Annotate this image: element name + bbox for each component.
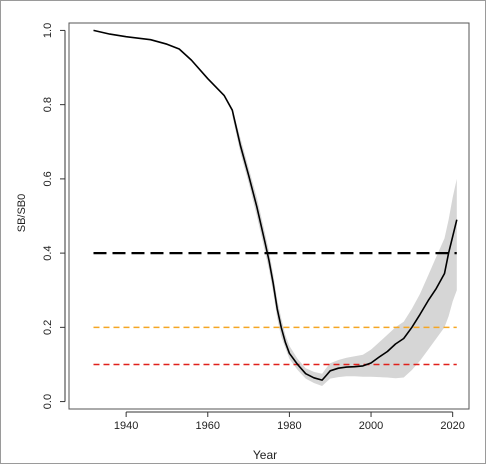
y-tick-label-2: 0.4 [42, 245, 54, 260]
x-tick-label-4: 2020 [440, 420, 464, 432]
x-tick-label-3: 2000 [359, 420, 383, 432]
reference-lines-layer [93, 252, 457, 366]
y-tick-label-5: 1.0 [42, 23, 54, 38]
plot-area-border [68, 22, 470, 410]
y-tick-label-1: 0.2 [42, 320, 54, 335]
y-axis-label: SB/SB0 [16, 194, 28, 233]
x-axis-label: Year [253, 448, 277, 462]
y-tick-label-4: 0.8 [42, 97, 54, 112]
axes-layer: 1940 1960 1980 2000 2020 0.0 0.2 0.4 0.6 0.8 1.0 [42, 23, 465, 432]
y-tick-label-3: 0.6 [42, 171, 54, 186]
series-layer [93, 29, 458, 381]
x-tick-label-1: 1960 [196, 420, 220, 432]
x-tick-label-2: 1980 [277, 420, 301, 432]
series-line-0 [93, 29, 458, 381]
y-tick-label-0: 0.0 [42, 394, 54, 409]
x-tick-label-0: 1940 [114, 420, 138, 432]
